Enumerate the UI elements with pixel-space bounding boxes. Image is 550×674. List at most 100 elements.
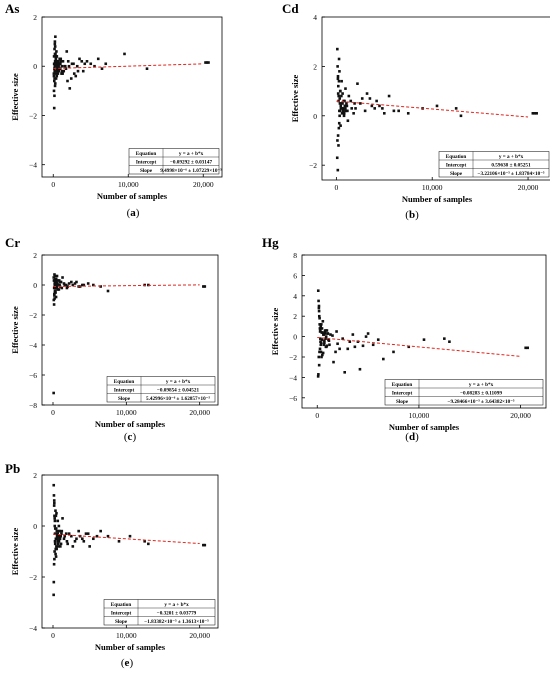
data-point (81, 283, 84, 287)
fit-line (53, 63, 204, 70)
data-point (328, 343, 331, 347)
data-point (104, 62, 108, 66)
data-point (71, 283, 75, 287)
data-point (316, 289, 320, 292)
scatter-points (316, 289, 529, 378)
data-point (53, 517, 56, 520)
data-point (338, 114, 341, 118)
stats-table: Equation y = a + b*x Intercept −0.3201 ± 0.… (103, 599, 216, 626)
data-point (67, 532, 71, 535)
data-point (69, 77, 73, 80)
data-point (359, 102, 362, 105)
data-point (143, 540, 146, 543)
stats-row-label: Equation (111, 602, 132, 608)
plot-frame (301, 254, 547, 409)
data-point (57, 60, 60, 63)
y-tick-label: −6 (29, 371, 37, 380)
data-point (76, 69, 80, 73)
data-point (53, 273, 56, 276)
data-point (66, 79, 69, 83)
x-tick-label: 0 (51, 631, 55, 640)
data-point (55, 537, 59, 541)
x-tick-label: 10,000 (116, 408, 137, 417)
data-point (67, 282, 71, 285)
stats-row-label: Slope (450, 171, 463, 177)
data-point (65, 540, 69, 543)
plot-frame (41, 16, 223, 178)
data-point (406, 112, 410, 115)
stats-row-label: Equation (114, 379, 135, 385)
data-point (72, 62, 75, 66)
stats-row-label: Slope (140, 168, 153, 174)
data-point (341, 337, 344, 340)
data-point (349, 99, 353, 103)
data-point (323, 330, 327, 333)
y-tick-label: 0 (33, 522, 37, 531)
data-point (356, 82, 359, 85)
stats-table-box (438, 151, 550, 178)
data-point (207, 61, 210, 64)
data-point (336, 47, 339, 51)
stats-row-value: −1.83382×10⁻⁵ ± 1.3613×10⁻⁵ (144, 619, 209, 625)
stats-row-label: Intercept (114, 387, 135, 393)
data-point (319, 329, 322, 332)
data-point (324, 335, 328, 338)
data-point (59, 542, 63, 546)
data-point (363, 109, 367, 113)
data-point (54, 555, 58, 558)
data-point (337, 121, 341, 125)
data-point (59, 60, 63, 63)
data-point (387, 94, 391, 98)
data-point (336, 168, 340, 172)
data-point (54, 57, 58, 61)
y-tick-label: 0 (293, 333, 297, 342)
y-tick-label: 2 (33, 251, 37, 260)
data-point (448, 340, 451, 343)
data-point (56, 542, 60, 546)
y-axis-label: Effective size (10, 306, 20, 354)
panel-caption-letter: a (130, 207, 136, 219)
data-point (339, 104, 343, 108)
stats-row-value: −0.3201 ± 0.03779 (157, 610, 197, 616)
scatter-points (52, 273, 207, 395)
data-point (60, 529, 64, 533)
data-point (147, 542, 150, 546)
data-point (86, 282, 90, 285)
data-point (347, 94, 351, 98)
panel-title: As (5, 1, 19, 16)
y-tick-label: −2 (309, 161, 317, 170)
x-tick-label: 20,000 (189, 631, 210, 640)
data-point (54, 35, 57, 38)
data-point (81, 537, 84, 541)
panel-title: Cd (282, 1, 299, 16)
data-point (106, 289, 110, 293)
data-point (375, 99, 378, 103)
data-point (61, 517, 64, 520)
data-point (321, 331, 324, 334)
data-point (327, 339, 331, 342)
data-point (70, 280, 73, 284)
data-point (340, 107, 344, 110)
data-point (54, 62, 58, 66)
data-point (325, 329, 329, 332)
data-point (365, 92, 369, 95)
data-point (320, 338, 324, 341)
data-point (53, 519, 57, 523)
stats-row-value: −9.28466×10⁻⁵ ± 3.64382×10⁻⁵ (448, 399, 515, 405)
x-axis-label: Number of samples (95, 419, 166, 429)
data-point (80, 60, 84, 63)
y-tick-label: 4 (313, 13, 317, 22)
data-point (82, 540, 86, 543)
data-point (345, 102, 348, 105)
data-point (53, 79, 56, 83)
data-point (53, 282, 56, 285)
data-point (54, 514, 58, 518)
data-point (345, 104, 349, 108)
data-point (370, 104, 374, 108)
data-point (382, 357, 385, 361)
data-point (54, 283, 58, 287)
stats-row-label: Slope (115, 619, 128, 625)
stats-table-box (106, 376, 216, 403)
data-point (55, 60, 58, 63)
